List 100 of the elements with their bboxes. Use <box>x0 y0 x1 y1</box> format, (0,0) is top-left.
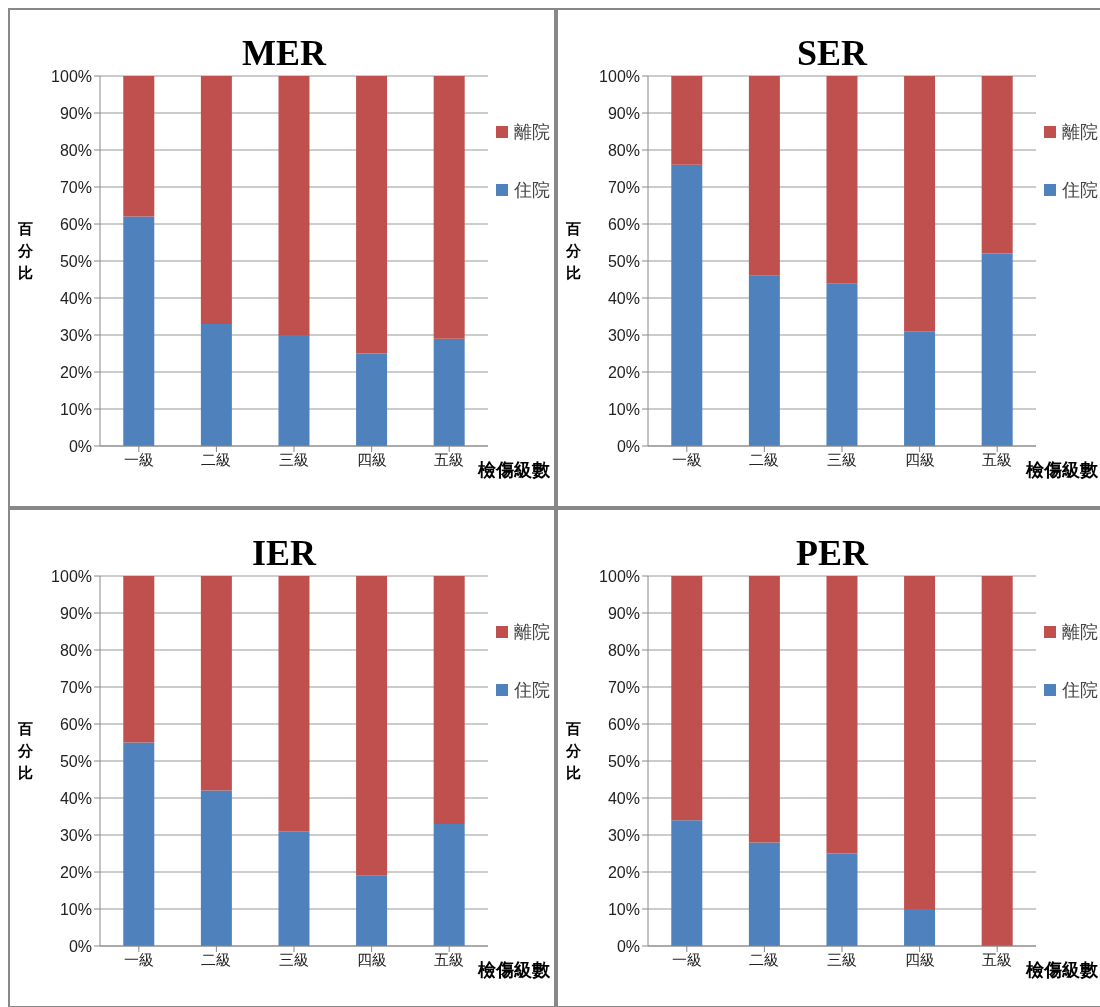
y-tick-label: 100% <box>599 67 640 85</box>
bar <box>123 216 155 446</box>
y-tick-label: 30% <box>59 326 92 344</box>
bar <box>356 576 388 876</box>
y-tick-label: 60% <box>59 215 92 233</box>
y-tick-label: 40% <box>59 289 92 307</box>
chart-title: SER <box>796 33 868 73</box>
legend-label: 離院 <box>1062 621 1098 644</box>
y-tick-label: 60% <box>59 715 92 733</box>
bar <box>278 831 310 946</box>
x-tick-label: 五級 <box>434 451 465 468</box>
bar <box>748 275 780 446</box>
chart-title: MER <box>242 33 326 73</box>
legend-label: 住院 <box>514 679 550 702</box>
y-tick-label: 40% <box>59 789 92 807</box>
bar <box>904 909 936 946</box>
bar <box>356 76 388 354</box>
x-tick-label: 一級 <box>671 451 702 468</box>
y-tick-label: 100% <box>51 67 92 85</box>
legend-label: 住院 <box>1062 679 1098 702</box>
bar <box>981 576 1013 946</box>
y-tick-label: 50% <box>59 752 92 770</box>
y-tick-label: 70% <box>59 178 92 196</box>
bar <box>433 338 465 446</box>
x-tick-label: 二級 <box>749 951 780 968</box>
x-tick-label: 五級 <box>982 951 1013 968</box>
x-tick-label: 二級 <box>201 951 232 968</box>
y-tick-label: 60% <box>607 215 640 233</box>
y-tick-label: 20% <box>607 863 640 881</box>
y-tick-label: 90% <box>607 604 640 622</box>
x-tick-label: 二級 <box>749 451 780 468</box>
x-tick-label: 四級 <box>356 951 387 968</box>
bar <box>123 742 155 946</box>
bar <box>981 76 1013 254</box>
bar <box>433 76 465 339</box>
legend-label: 住院 <box>514 179 550 202</box>
y-tick-label: 50% <box>607 752 640 770</box>
y-tick-label: 30% <box>607 326 640 344</box>
bar <box>981 253 1013 446</box>
y-tick-label: 20% <box>607 363 640 381</box>
y-axis-title: 百分比 <box>16 720 34 783</box>
y-axis-title: 百分比 <box>564 220 582 283</box>
y-tick-label: 20% <box>59 863 92 881</box>
y-tick-label: 80% <box>59 141 92 159</box>
bar <box>356 875 388 946</box>
y-tick-label: 40% <box>607 789 640 807</box>
x-tick-label: 二級 <box>201 451 232 468</box>
legend-label: 離院 <box>514 621 550 644</box>
bar <box>123 76 155 217</box>
bar <box>278 335 310 446</box>
bar <box>826 76 858 284</box>
bar <box>356 353 388 446</box>
bar <box>200 76 232 324</box>
x-tick-label: 四級 <box>904 951 935 968</box>
bar <box>200 790 232 946</box>
x-tick-label: 五級 <box>434 951 465 968</box>
y-tick-label: 70% <box>607 678 640 696</box>
y-tick-label: 10% <box>59 400 92 418</box>
x-axis-title: 檢傷級數 <box>478 459 550 482</box>
bar <box>200 323 232 446</box>
bar <box>671 576 703 821</box>
chart-title: PER <box>796 533 868 573</box>
bar <box>904 331 936 446</box>
bar <box>748 576 780 843</box>
y-tick-label: 10% <box>607 900 640 918</box>
y-axis-title: 百分比 <box>564 720 582 783</box>
bar <box>748 76 780 276</box>
legend-label: 離院 <box>514 121 550 144</box>
x-tick-label: 三級 <box>279 451 309 468</box>
y-tick-label: 10% <box>59 900 92 918</box>
x-tick-label: 一級 <box>123 451 154 468</box>
y-tick-label: 80% <box>607 141 640 159</box>
y-tick-label: 30% <box>59 826 92 844</box>
x-tick-label: 四級 <box>904 451 935 468</box>
y-axis-title: 百分比 <box>16 220 34 283</box>
y-tick-label: 30% <box>607 826 640 844</box>
y-tick-label: 80% <box>59 641 92 659</box>
x-tick-label: 三級 <box>827 951 857 968</box>
y-tick-label: 100% <box>599 567 640 585</box>
bar <box>671 76 703 165</box>
x-tick-label: 一級 <box>123 951 154 968</box>
bar <box>671 820 703 946</box>
bar <box>278 576 310 832</box>
bar <box>671 164 703 446</box>
y-tick-label: 90% <box>59 104 92 122</box>
y-tick-label: 0% <box>616 937 640 955</box>
x-tick-label: 一級 <box>671 951 702 968</box>
x-axis-title: 檢傷級數 <box>478 959 550 982</box>
y-tick-label: 100% <box>51 567 92 585</box>
y-tick-label: 70% <box>59 678 92 696</box>
legend-label: 離院 <box>1062 121 1098 144</box>
y-tick-label: 50% <box>607 252 640 270</box>
bar <box>433 576 465 824</box>
x-axis-title: 檢傷級數 <box>1026 459 1098 482</box>
bar <box>748 842 780 946</box>
y-tick-label: 0% <box>68 937 92 955</box>
y-tick-label: 40% <box>607 289 640 307</box>
y-tick-label: 80% <box>607 641 640 659</box>
chart-title: IER <box>251 533 317 573</box>
y-tick-label: 20% <box>59 363 92 381</box>
